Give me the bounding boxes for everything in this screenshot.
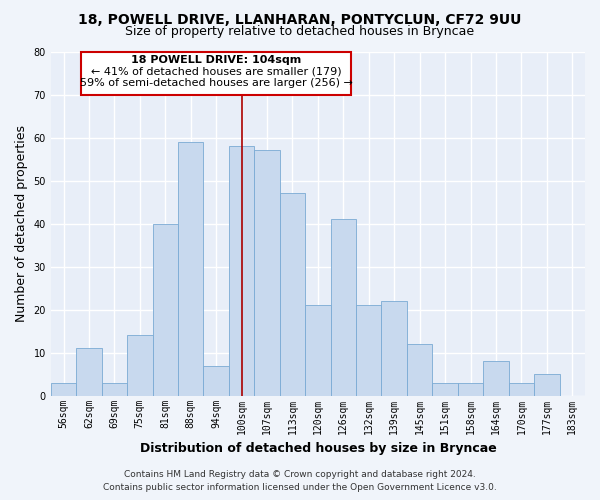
Bar: [254, 150, 280, 396]
Bar: [51, 382, 76, 396]
Text: Size of property relative to detached houses in Bryncae: Size of property relative to detached ho…: [125, 25, 475, 38]
Bar: [203, 366, 229, 396]
Text: Contains HM Land Registry data © Crown copyright and database right 2024.
Contai: Contains HM Land Registry data © Crown c…: [103, 470, 497, 492]
Text: 18, POWELL DRIVE, LLANHARAN, PONTYCLUN, CF72 9UU: 18, POWELL DRIVE, LLANHARAN, PONTYCLUN, …: [79, 12, 521, 26]
Bar: [280, 194, 305, 396]
Y-axis label: Number of detached properties: Number of detached properties: [15, 125, 28, 322]
Bar: [407, 344, 433, 396]
Bar: [76, 348, 101, 396]
Bar: [305, 306, 331, 396]
Bar: [534, 374, 560, 396]
Bar: [483, 361, 509, 396]
Bar: [178, 142, 203, 396]
Text: 18 POWELL DRIVE: 104sqm: 18 POWELL DRIVE: 104sqm: [131, 55, 301, 65]
Bar: [356, 306, 382, 396]
Bar: [127, 336, 152, 396]
X-axis label: Distribution of detached houses by size in Bryncae: Distribution of detached houses by size …: [140, 442, 496, 455]
Bar: [229, 146, 254, 396]
Bar: [509, 382, 534, 396]
Bar: [458, 382, 483, 396]
Bar: [331, 220, 356, 396]
Text: 59% of semi-detached houses are larger (256) →: 59% of semi-detached houses are larger (…: [80, 78, 353, 88]
FancyBboxPatch shape: [82, 52, 351, 94]
Text: ← 41% of detached houses are smaller (179): ← 41% of detached houses are smaller (17…: [91, 66, 341, 76]
Bar: [101, 382, 127, 396]
Bar: [152, 224, 178, 396]
Bar: [433, 382, 458, 396]
Bar: [382, 301, 407, 396]
